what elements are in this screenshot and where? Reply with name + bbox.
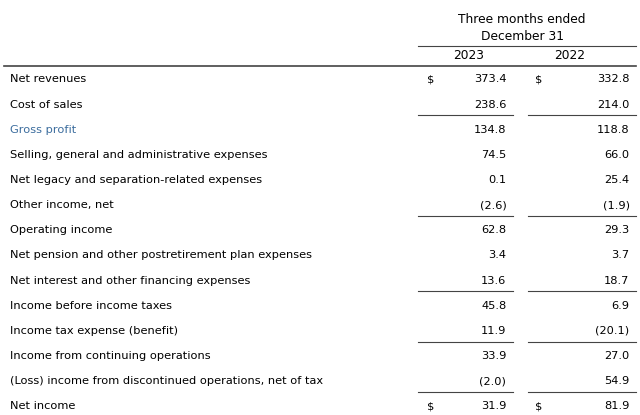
Text: 29.3: 29.3 <box>604 225 630 235</box>
Text: 373.4: 373.4 <box>474 74 506 84</box>
Text: 62.8: 62.8 <box>481 225 506 235</box>
Text: 6.9: 6.9 <box>611 301 630 311</box>
Text: 134.8: 134.8 <box>474 124 506 135</box>
Text: Net pension and other postretirement plan expenses: Net pension and other postretirement pla… <box>10 251 312 261</box>
Text: 238.6: 238.6 <box>474 100 506 110</box>
Text: Cost of sales: Cost of sales <box>10 100 83 110</box>
Text: Income tax expense (benefit): Income tax expense (benefit) <box>10 326 179 336</box>
Text: (Loss) income from discontinued operations, net of tax: (Loss) income from discontinued operatio… <box>10 376 324 386</box>
Text: Net legacy and separation-related expenses: Net legacy and separation-related expens… <box>10 175 262 185</box>
Text: 33.9: 33.9 <box>481 351 506 361</box>
Text: Three months ended: Three months ended <box>458 13 586 26</box>
Text: 3.4: 3.4 <box>488 251 506 261</box>
Text: $: $ <box>535 401 542 411</box>
Text: (2.6): (2.6) <box>479 200 506 210</box>
Text: 11.9: 11.9 <box>481 326 506 336</box>
Text: $: $ <box>535 74 542 84</box>
Text: Net interest and other financing expenses: Net interest and other financing expense… <box>10 276 251 286</box>
Text: (1.9): (1.9) <box>602 200 630 210</box>
Text: (20.1): (20.1) <box>595 326 630 336</box>
Text: 27.0: 27.0 <box>604 351 630 361</box>
Text: $: $ <box>428 74 435 84</box>
Text: 118.8: 118.8 <box>597 124 630 135</box>
Text: Selling, general and administrative expenses: Selling, general and administrative expe… <box>10 150 268 160</box>
Text: 31.9: 31.9 <box>481 401 506 411</box>
Text: Income before income taxes: Income before income taxes <box>10 301 173 311</box>
Text: Income from continuing operations: Income from continuing operations <box>10 351 211 361</box>
Text: 332.8: 332.8 <box>597 74 630 84</box>
Text: 66.0: 66.0 <box>604 150 630 160</box>
Text: (2.0): (2.0) <box>479 376 506 386</box>
Text: Net income: Net income <box>10 401 76 411</box>
Text: Operating income: Operating income <box>10 225 113 235</box>
Text: 3.7: 3.7 <box>611 251 630 261</box>
Text: 74.5: 74.5 <box>481 150 506 160</box>
Text: 18.7: 18.7 <box>604 276 630 286</box>
Text: 45.8: 45.8 <box>481 301 506 311</box>
Text: 2023: 2023 <box>453 49 484 62</box>
Text: $: $ <box>428 401 435 411</box>
Text: 54.9: 54.9 <box>604 376 630 386</box>
Text: 13.6: 13.6 <box>481 276 506 286</box>
Text: 25.4: 25.4 <box>604 175 630 185</box>
Text: December 31: December 31 <box>481 30 564 43</box>
Text: 81.9: 81.9 <box>604 401 630 411</box>
Text: Other income, net: Other income, net <box>10 200 114 210</box>
Text: 214.0: 214.0 <box>597 100 630 110</box>
Text: 2022: 2022 <box>554 49 585 62</box>
Text: 0.1: 0.1 <box>488 175 506 185</box>
Text: Net revenues: Net revenues <box>10 74 87 84</box>
Text: Gross profit: Gross profit <box>10 124 77 135</box>
